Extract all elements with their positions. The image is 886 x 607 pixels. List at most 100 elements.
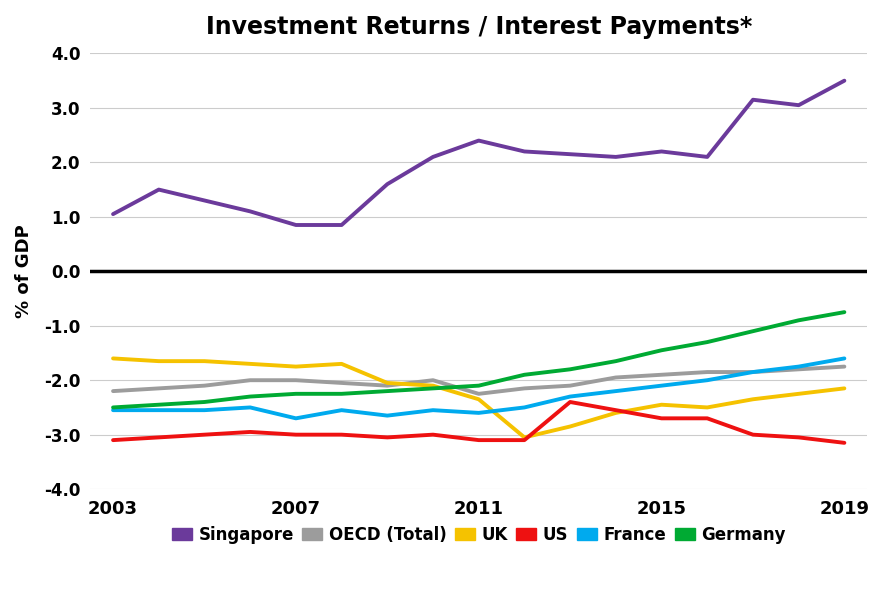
Line: US: US [113,402,843,443]
US [199,431,210,438]
OECD (Total) [656,371,666,378]
Singapore [747,96,758,103]
US [245,429,255,436]
Germany [701,339,711,346]
Singapore [382,180,392,188]
Germany [245,393,255,400]
US [792,434,803,441]
Singapore [291,222,301,229]
Line: OECD (Total): OECD (Total) [113,367,843,394]
US [838,439,849,447]
US [518,436,529,444]
US [153,434,164,441]
US [564,398,575,405]
US [701,415,711,422]
Singapore [336,222,346,229]
US [610,407,620,414]
Line: France: France [113,358,843,418]
UK [199,358,210,365]
Singapore [473,137,484,144]
Germany [427,385,438,392]
Germany [838,308,849,316]
UK [427,382,438,389]
Singapore [153,186,164,193]
France [518,404,529,411]
Singapore [427,154,438,161]
OECD (Total) [610,374,620,381]
UK [473,396,484,403]
France [427,407,438,414]
OECD (Total) [473,390,484,398]
France [245,404,255,411]
OECD (Total) [564,382,575,389]
UK [291,363,301,370]
UK [747,396,758,403]
Germany [792,317,803,324]
Germany [153,401,164,409]
UK [245,360,255,367]
Germany [336,390,346,398]
US [291,431,301,438]
Singapore [245,208,255,215]
Y-axis label: % of GDP: % of GDP [15,225,33,318]
UK [610,409,620,416]
France [336,407,346,414]
Singapore [656,148,666,155]
Line: UK: UK [113,358,843,438]
Singapore [610,154,620,161]
Germany [656,347,666,354]
Singapore [701,154,711,161]
UK [336,360,346,367]
Singapore [792,101,803,109]
France [382,412,392,419]
OECD (Total) [107,387,118,395]
US [656,415,666,422]
UK [382,379,392,387]
US [473,436,484,444]
US [382,434,392,441]
Title: Investment Returns / Interest Payments*: Investment Returns / Interest Payments* [206,15,751,39]
US [747,431,758,438]
OECD (Total) [701,368,711,376]
Line: Germany: Germany [113,312,843,407]
Germany [291,390,301,398]
France [153,407,164,414]
France [747,368,758,376]
OECD (Total) [382,382,392,389]
France [610,387,620,395]
UK [107,354,118,362]
Germany [473,382,484,389]
France [291,415,301,422]
Germany [747,328,758,335]
France [107,407,118,414]
Germany [107,404,118,411]
OECD (Total) [838,363,849,370]
OECD (Total) [291,376,301,384]
OECD (Total) [518,385,529,392]
US [107,436,118,444]
Germany [564,365,575,373]
Line: Singapore: Singapore [113,81,843,225]
Singapore [518,148,529,155]
UK [792,390,803,398]
OECD (Total) [747,368,758,376]
France [473,409,484,416]
France [656,382,666,389]
OECD (Total) [153,385,164,392]
France [792,363,803,370]
Singapore [838,77,849,84]
Singapore [199,197,210,204]
OECD (Total) [792,365,803,373]
Legend: Singapore, OECD (Total), UK, US, France, Germany: Singapore, OECD (Total), UK, US, France,… [165,519,791,551]
UK [564,423,575,430]
Germany [382,387,392,395]
Germany [518,371,529,378]
UK [701,404,711,411]
US [427,431,438,438]
UK [518,434,529,441]
Germany [610,358,620,365]
UK [153,358,164,365]
Germany [199,398,210,405]
UK [656,401,666,409]
OECD (Total) [427,376,438,384]
